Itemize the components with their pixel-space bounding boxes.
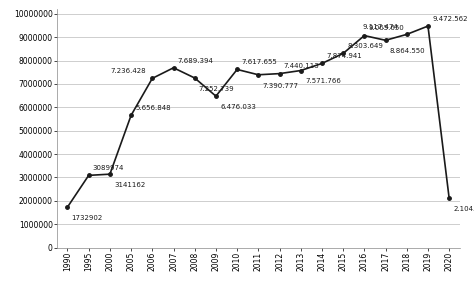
Text: 7.440.113: 7.440.113	[284, 63, 319, 69]
Text: 8.303.649: 8.303.649	[347, 43, 383, 49]
Text: 9.065.650: 9.065.650	[368, 25, 404, 31]
Text: 7.236.428: 7.236.428	[110, 68, 146, 74]
Text: 5.656.848: 5.656.848	[135, 105, 171, 111]
Text: 7.390.777: 7.390.777	[263, 83, 299, 89]
Text: 6.476.033: 6.476.033	[220, 104, 256, 110]
Text: 7.252.739: 7.252.739	[199, 86, 235, 92]
Text: 9.472.562: 9.472.562	[432, 16, 468, 22]
Text: 8.864.550: 8.864.550	[390, 48, 425, 54]
Text: 7.689.394: 7.689.394	[178, 58, 214, 64]
Text: 9.117.474: 9.117.474	[362, 24, 398, 30]
Text: 1732902: 1732902	[72, 215, 103, 221]
Text: 7.617.655: 7.617.655	[241, 59, 277, 65]
Text: 3089974: 3089974	[93, 165, 124, 171]
Text: 7.571.766: 7.571.766	[305, 79, 341, 85]
Text: 7.874.941: 7.874.941	[326, 53, 362, 59]
Text: 2.104.373: 2.104.373	[453, 206, 474, 212]
Text: 3141162: 3141162	[114, 182, 146, 188]
